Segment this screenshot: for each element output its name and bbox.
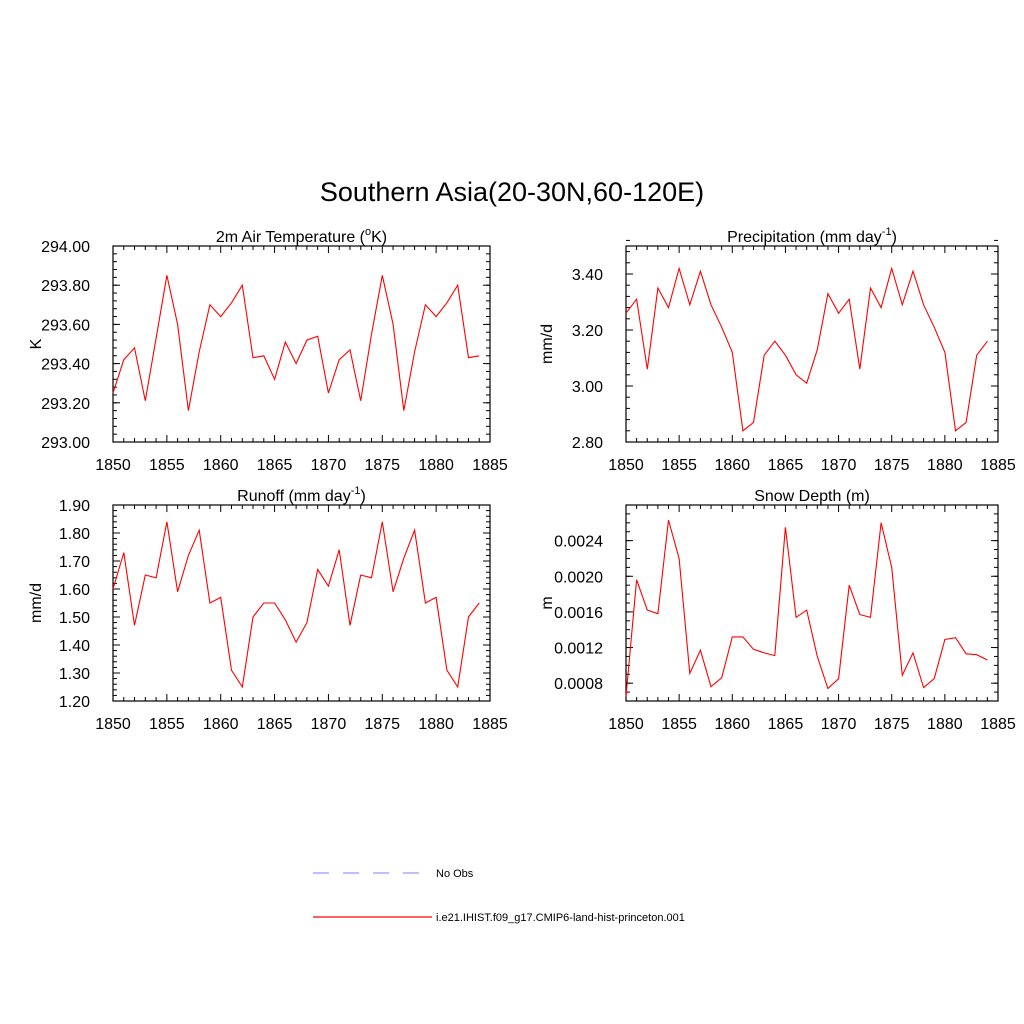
legend: No Obs i.e21.IHIST.f09_g17.CMIP6-land-hi… [313,868,685,924]
x-tick-label: 1860 [203,716,239,733]
x-tick-label: 1850 [608,716,644,733]
y-tick-label: 1.90 [59,498,90,515]
plot-frame [112,504,491,702]
x-tick-label: 1875 [874,716,910,733]
x-tick-label: 1865 [768,716,804,733]
y-tick-label: 293.00 [41,435,90,452]
y-tick-label: 1.30 [59,666,90,683]
x-tick-label: 1850 [95,457,131,474]
panel-0: 1850 1855 1860 1865 1870 1875 1880 1885 293.00 29… [28,226,508,474]
plot-frame [625,245,999,443]
panel-1: 1850 1855 1860 1865 1870 1875 1880 1885 2.80 3.00… [539,226,1016,474]
y-tick-label: 1.50 [59,610,90,627]
x-tick-label: 1880 [927,716,963,733]
y-tick-label: 3.20 [572,323,603,340]
x-tick-label: 1880 [927,457,963,474]
x-tick-label: 1885 [472,716,508,733]
panels-group: 1850 1855 1860 1865 1870 1875 1880 1885 293.00 29… [28,226,1016,733]
x-tick-label: 1850 [608,457,644,474]
y-axis-label: m [539,596,556,609]
x-tick-label: 1860 [714,716,750,733]
series-line [625,266,988,432]
x-tick-label: 1885 [980,716,1016,733]
x-tick-label: 1855 [661,457,697,474]
y-tick-label: 3.00 [572,379,603,396]
plot-frame [112,245,491,443]
x-tick-label: 1855 [661,716,697,733]
panel-2: 1850 1855 1860 1865 1870 1875 1880 1885 1.20 1.30… [28,485,508,733]
y-tick-label: 1.20 [59,694,90,711]
y-tick-label: 0.0020 [554,569,603,586]
panel-title: 2m Air Temperature (oK) [216,226,387,246]
series-line [112,521,480,689]
legend-label-no-obs: No Obs [436,868,474,880]
y-tick-label: 1.80 [59,526,90,543]
x-tick-label: 1880 [418,716,454,733]
series-line [625,519,988,697]
legend-label-model: i.e21.IHIST.f09_g17.CMIP6-land-hist-prin… [436,912,685,924]
y-tick-label: 0.0008 [554,676,603,693]
x-tick-label: 1865 [257,457,293,474]
y-tick-label: 1.60 [59,582,90,599]
panel-title: Precipitation (mm day-1) [727,226,897,246]
x-tick-label: 1850 [95,716,131,733]
panel-title: Snow Depth (m) [754,488,870,505]
y-tick-label: 294.00 [41,239,90,256]
x-tick-label: 1870 [821,716,857,733]
x-tick-label: 1860 [714,457,750,474]
x-tick-label: 1870 [311,716,347,733]
y-tick-label: 1.70 [59,554,90,571]
x-tick-label: 1865 [257,716,293,733]
x-tick-label: 1865 [768,457,804,474]
x-tick-label: 1875 [364,716,400,733]
y-axis-label: mm/d [28,583,45,623]
x-tick-label: 1855 [149,716,185,733]
figure-title: Southern Asia(20-30N,60-120E) [320,177,704,207]
series-line [112,275,480,411]
y-tick-label: 293.40 [41,357,90,374]
y-tick-label: 293.20 [41,396,90,413]
x-tick-label: 1875 [874,457,910,474]
panel-3: 1850 1855 1860 1865 1870 1875 1880 1885 0.0008 0.… [539,488,1016,733]
y-tick-label: 0.0024 [554,534,603,551]
x-tick-label: 1860 [203,457,239,474]
y-axis-label: K [28,338,45,349]
y-tick-label: 1.40 [59,638,90,655]
y-tick-label: 0.0016 [554,605,603,622]
y-tick-label: 3.40 [572,267,603,284]
x-tick-label: 1855 [149,457,185,474]
panel-title: Runoff (mm day-1) [237,485,366,505]
y-axis-label: mm/d [539,324,556,364]
y-tick-label: 293.60 [41,317,90,334]
x-tick-label: 1885 [472,457,508,474]
y-tick-label: 2.80 [572,435,603,452]
plot-frame [625,504,999,702]
y-tick-label: 293.80 [41,278,90,295]
y-tick-label: 0.0012 [554,641,603,658]
x-tick-label: 1885 [980,457,1016,474]
x-tick-label: 1875 [364,457,400,474]
x-tick-label: 1870 [821,457,857,474]
x-tick-label: 1870 [311,457,347,474]
x-tick-label: 1880 [418,457,454,474]
